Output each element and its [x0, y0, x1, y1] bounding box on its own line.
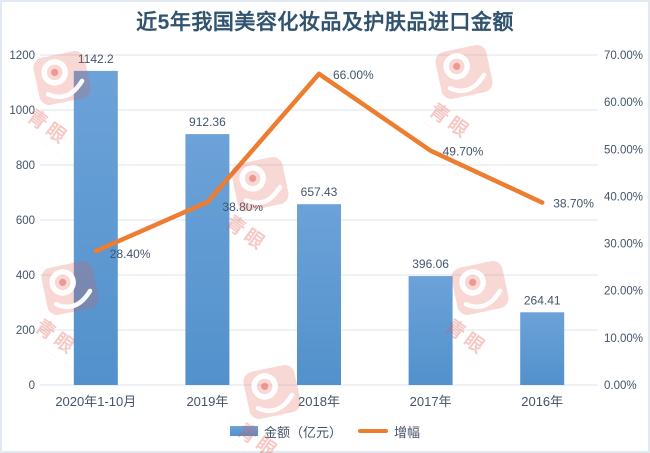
chart-title: 近5年我国美容化妆品及护肤品进口金额: [136, 11, 514, 34]
x-axis-label: 2017年: [410, 394, 452, 409]
y-axis-right-tick: 70.00%: [604, 50, 643, 62]
chart-legend: 金额（亿元） 增幅: [0, 422, 650, 440]
bar: [520, 312, 565, 385]
bar: [185, 134, 230, 385]
bar-value-label: 657.43: [301, 185, 338, 199]
bar: [408, 276, 453, 385]
x-axis-label: 2019年: [186, 394, 228, 409]
legend-bar-swatch-icon: [229, 426, 258, 436]
y-axis-left-tick: 1200: [9, 50, 35, 62]
x-axis-label: 2018年: [298, 394, 340, 409]
bar-value-label: 1142.2: [78, 52, 114, 66]
legend-bar-label: 金额（亿元）: [263, 424, 342, 440]
y-axis-right-tick: 60.00%: [604, 97, 643, 109]
bar: [73, 70, 118, 386]
y-axis-right-tick: 30.00%: [604, 239, 643, 251]
bar-value-label: 912.36: [189, 115, 226, 129]
line-value-label: 66.00%: [333, 68, 374, 82]
y-axis-right-tick: 20.00%: [604, 286, 643, 298]
line-value-label: 49.70%: [443, 145, 484, 159]
y-axis-right-tick: 50.00%: [604, 144, 643, 156]
y-axis-right-tick: 40.00%: [604, 191, 643, 203]
y-axis-left-tick: 1000: [9, 105, 35, 117]
y-axis-left-tick: 400: [16, 270, 35, 282]
line-value-label: 28.40%: [110, 247, 151, 261]
y-axis-left-tick: 800: [16, 160, 35, 172]
y-axis-right-tick: 10.00%: [604, 333, 643, 345]
y-axis-left-tick: 600: [16, 215, 35, 227]
legend-line-label: 增幅: [394, 424, 421, 440]
y-axis-left-tick: 200: [16, 325, 35, 337]
x-axis-label: 2016年: [521, 394, 563, 409]
y-axis-left-tick: 0: [29, 380, 35, 392]
trend-line: [93, 71, 545, 254]
bar-value-label: 396.06: [412, 257, 449, 271]
x-axis-label: 2020年1-10月: [55, 394, 136, 409]
line-value-label: 38.70%: [553, 197, 594, 211]
y-axis-right-tick: 0.00%: [604, 380, 637, 392]
bar: [297, 204, 341, 385]
bar-value-label: 264.41: [524, 293, 561, 307]
legend-line-swatch-icon: [358, 429, 388, 433]
line-value-label: 38.80%: [222, 200, 263, 214]
